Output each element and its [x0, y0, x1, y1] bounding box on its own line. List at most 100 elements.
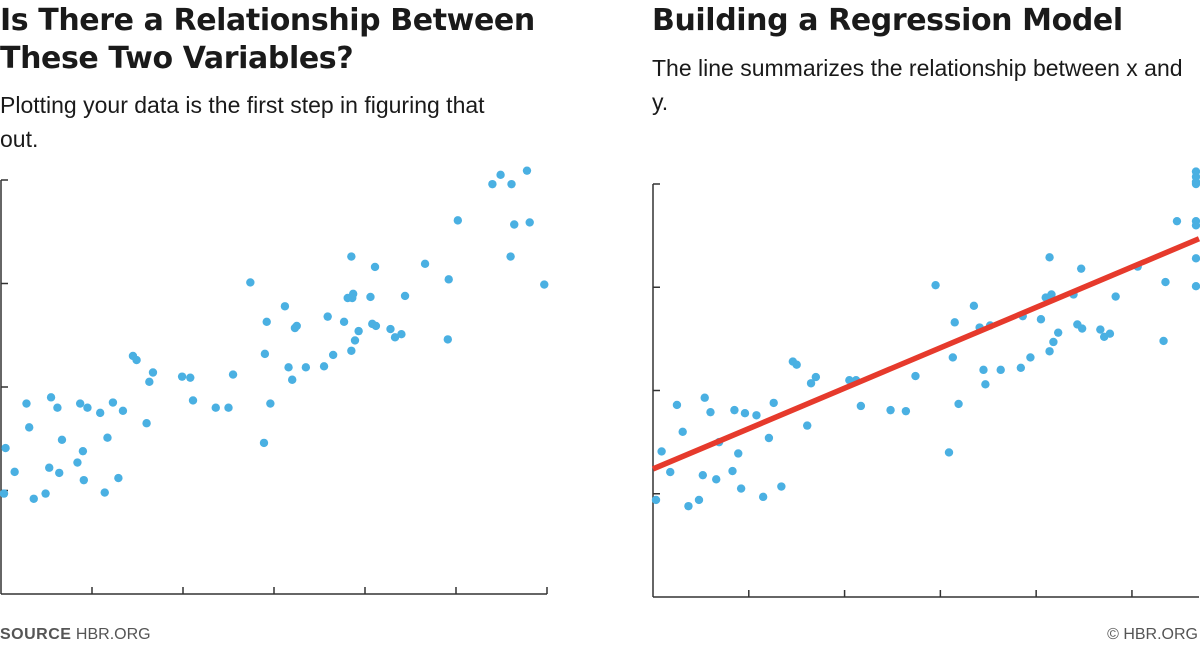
data-point [911, 371, 920, 381]
data-point [1111, 292, 1120, 301]
data-point [1049, 337, 1058, 347]
data-point [22, 399, 31, 408]
data-point [323, 312, 332, 321]
source-label: SOURCE [0, 626, 72, 643]
data-point [651, 495, 661, 505]
data-point [803, 421, 812, 430]
data-point [108, 398, 118, 407]
data-point [148, 368, 158, 377]
data-point [1096, 325, 1105, 334]
data-point [73, 458, 82, 467]
data-point [740, 409, 750, 418]
data-point [246, 278, 255, 287]
data-point [700, 393, 709, 402]
data-point [777, 482, 786, 491]
scatter-chart-left [0, 166, 549, 595]
data-point [1036, 315, 1046, 324]
data-point [10, 467, 19, 477]
data-point [444, 275, 453, 284]
data-point [1053, 328, 1063, 337]
data-point [730, 405, 739, 415]
data-point [525, 218, 534, 227]
data-point [260, 349, 270, 359]
data-point [1161, 277, 1170, 287]
data-point [386, 324, 395, 334]
data-point [1105, 329, 1115, 338]
data-point [177, 372, 187, 381]
data-point [284, 363, 293, 372]
data-point [347, 252, 356, 261]
data-point [328, 350, 338, 360]
data-point [114, 473, 123, 483]
data-point [969, 301, 979, 311]
data-point [453, 216, 463, 225]
data-point [400, 291, 410, 301]
regression-line [651, 236, 1200, 472]
data-point [1159, 336, 1168, 346]
data-point [950, 318, 959, 327]
data-point [347, 346, 356, 355]
source-credit: SOURCE HBR.ORG [0, 626, 151, 644]
data-point [948, 353, 958, 362]
data-point [1026, 353, 1035, 362]
data-point [764, 433, 774, 443]
data-point [996, 365, 1005, 375]
data-point [1191, 282, 1200, 291]
data-point [211, 403, 220, 412]
data-point [728, 466, 737, 476]
data-point [390, 333, 400, 342]
data-point [657, 447, 666, 456]
data-point [366, 292, 375, 302]
data-point [1077, 324, 1087, 333]
data-point [188, 396, 198, 405]
data-point [736, 484, 746, 493]
data-point [348, 289, 358, 299]
data-point [706, 407, 715, 417]
copyright-notice: © HBR.ORG [1107, 626, 1198, 643]
data-point [142, 419, 151, 428]
data-point [370, 262, 380, 272]
chart-title: Is There a Relationship Between These Tw… [0, 3, 535, 76]
data-point [672, 400, 682, 410]
data-point [371, 321, 381, 331]
data-point [886, 405, 895, 415]
data-point [694, 495, 704, 505]
data-point [931, 280, 940, 290]
data-point [944, 448, 954, 457]
data-point [224, 403, 233, 412]
data-point [262, 317, 271, 326]
data-point [25, 423, 34, 432]
chart-subtitle: Plotting your data is the first step in … [0, 92, 485, 152]
data-point [1191, 216, 1200, 226]
data-point [57, 435, 67, 444]
data-point [666, 467, 675, 477]
data-point [758, 492, 768, 502]
data-point [46, 393, 56, 402]
data-point [118, 406, 128, 416]
data-point [806, 379, 816, 388]
data-point [95, 408, 105, 418]
source-value: HBR.ORG [75, 626, 151, 643]
data-point [1, 443, 10, 453]
data-point [53, 403, 62, 412]
data-point [845, 375, 854, 385]
data-point [350, 336, 360, 345]
data-point [397, 330, 406, 339]
data-point [443, 335, 453, 344]
data-point [301, 363, 311, 372]
data-point [698, 470, 708, 480]
chart-panel-left: Is There a Relationship Between These Tw… [0, 0, 560, 620]
data-point [186, 373, 195, 382]
data-point [259, 438, 269, 448]
data-point [55, 468, 64, 478]
data-point [792, 360, 801, 369]
data-point [496, 170, 505, 180]
data-point [506, 252, 515, 261]
data-point [1045, 347, 1054, 356]
data-point [41, 489, 50, 498]
data-point [684, 501, 693, 511]
data-point [132, 355, 141, 365]
data-point [1047, 290, 1056, 299]
scatter-chart-right [651, 167, 1200, 598]
data-point [678, 427, 687, 436]
